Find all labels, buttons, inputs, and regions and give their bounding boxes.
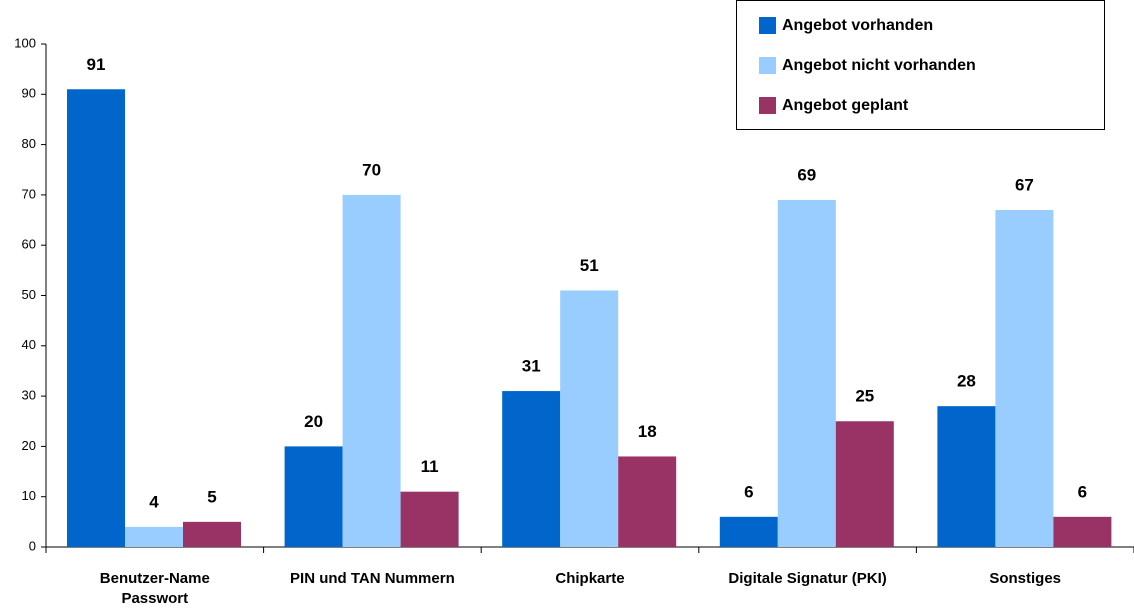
x-tick-label: Benutzer-Name Passwort: [99, 570, 210, 607]
y-tick-label: 70: [22, 186, 36, 201]
y-tick-label: 50: [22, 287, 36, 302]
value-label: 51: [580, 256, 599, 275]
y-tick-label: 10: [22, 488, 36, 503]
y-tick-label: 40: [22, 337, 36, 352]
value-label: 18: [638, 422, 657, 441]
value-label: 31: [522, 357, 541, 376]
bar: [67, 89, 125, 548]
y-tick-label: 30: [22, 388, 36, 403]
legend-swatch: [759, 97, 776, 114]
y-tick-label: 90: [22, 86, 36, 101]
bar: [125, 526, 183, 547]
y-tick-label: 20: [22, 438, 36, 453]
x-tick-label: Sonstiges: [989, 570, 1062, 587]
value-label: 69: [797, 165, 816, 184]
bar: [835, 421, 894, 547]
bar: [618, 456, 677, 547]
value-label: 91: [87, 55, 106, 74]
bar: [183, 521, 241, 547]
y-tick-label: 60: [22, 237, 36, 252]
x-tick-label: Digitale Signatur (PKI): [728, 570, 887, 587]
bar: [342, 194, 401, 547]
value-label: 6: [1078, 482, 1087, 501]
y-tick-label: 100: [14, 35, 36, 50]
value-label: 6: [744, 482, 753, 501]
y-tick-label: 0: [29, 538, 36, 553]
value-label: 70: [362, 160, 381, 179]
value-label: 11: [421, 457, 439, 476]
bar: [400, 491, 459, 547]
value-label: 28: [957, 372, 976, 391]
bar: [937, 406, 996, 547]
value-label: 20: [304, 412, 323, 431]
legend-label: Angebot geplant: [782, 97, 909, 114]
bar: [777, 199, 836, 547]
bar: [502, 391, 561, 547]
bar: [284, 446, 343, 547]
value-label: 25: [855, 387, 874, 406]
bar: [995, 209, 1054, 548]
value-label: 5: [207, 487, 216, 506]
value-label: 67: [1015, 175, 1034, 194]
bar: [560, 290, 619, 547]
legend-box: [736, 0, 1105, 130]
y-tick-label: 80: [22, 136, 36, 151]
x-tick-label: Chipkarte: [555, 570, 625, 587]
value-label: 4: [149, 492, 159, 511]
bar: [1053, 516, 1112, 547]
bar: [719, 516, 778, 547]
legend-swatch: [759, 57, 776, 74]
legend-label: Angebot nicht vorhanden: [782, 57, 976, 74]
legend-label: Angebot vorhanden: [782, 17, 933, 34]
legend-swatch: [759, 17, 776, 34]
x-tick-label: PIN und TAN Nummern: [290, 570, 455, 587]
